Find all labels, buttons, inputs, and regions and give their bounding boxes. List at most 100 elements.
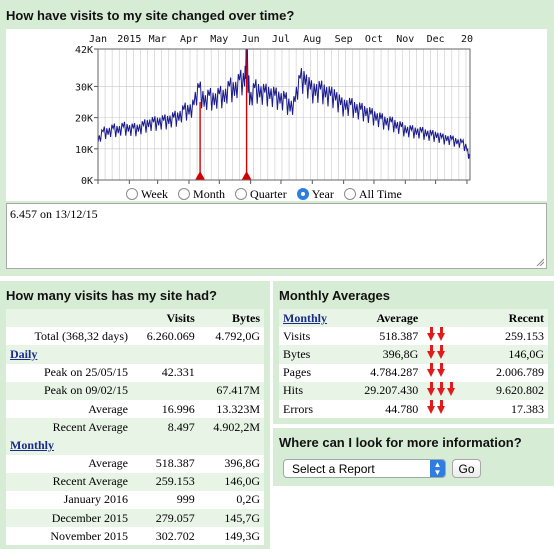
monthly-bytes: 149,3G <box>198 527 264 546</box>
monthly-averages-panel: Monthly Averages Monthly Average Recent … <box>273 281 554 424</box>
visits-chart-panel: How have visits to my site changed over … <box>0 0 554 276</box>
marker-triangle <box>241 171 252 180</box>
radio-circle-icon[interactable] <box>126 188 138 200</box>
period-radio-year[interactable]: Year <box>296 186 334 202</box>
x-tick-label: Jul <box>272 34 290 45</box>
period-radio-month[interactable]: Month <box>178 187 225 202</box>
table-row: Peak on 09/02/15 67.417M <box>6 381 264 400</box>
visits-table-panel: How many visits has my site had? Visits … <box>0 281 270 549</box>
monthly-label: Average <box>6 454 132 473</box>
x-tick-label: May <box>210 34 228 45</box>
visits-chart-title: How have visits to my site changed over … <box>6 8 295 23</box>
red-down-arrow-icon <box>437 345 446 360</box>
red-down-arrow-icon <box>427 399 436 414</box>
go-button[interactable]: Go <box>452 459 481 478</box>
x-tick-label: Dec <box>427 34 445 45</box>
y-tick-label: 30K <box>75 82 93 93</box>
visits-table-title: How many visits has my site had? <box>6 288 217 303</box>
radio-circle-icon[interactable] <box>178 188 191 200</box>
daily-visits <box>132 381 199 400</box>
monthly-bytes: 146,0G <box>198 472 264 491</box>
x-tick-label: 2015 <box>117 34 141 45</box>
ma-average: 518.387 <box>345 327 423 346</box>
monthly-visits: 259.153 <box>132 472 199 491</box>
monthly-bytes: 145,7G <box>198 509 264 528</box>
daily-bytes: 67.417M <box>198 381 264 400</box>
select-chevron-icon[interactable]: ▲ ▼ <box>430 460 445 477</box>
daily-rows: Peak on 25/05/15 42.331 Peak on 09/02/15 67… <box>6 363 264 437</box>
red-down-arrow-icon <box>427 381 436 396</box>
trend-cell <box>422 381 479 400</box>
plot-frame <box>97 48 471 181</box>
monthly-visits: 302.702 <box>132 527 199 546</box>
x-tick-label: Jun <box>242 34 260 45</box>
monthly-section-row: Monthly <box>6 436 264 455</box>
period-radio-quarter[interactable]: Quarter <box>235 187 287 202</box>
resize-grip-icon[interactable] <box>536 258 544 266</box>
x-tick-label: 20 <box>461 34 473 45</box>
red-down-arrow-icon <box>437 399 446 414</box>
ma-label: Bytes <box>279 345 345 364</box>
period-radio-group: Week Month Quarter Year All Time <box>126 186 412 202</box>
ma-label: Pages <box>279 363 345 382</box>
col-recent-header: Recent <box>478 309 548 328</box>
ma-label: Visits <box>279 327 345 346</box>
report-select[interactable]: Select a Report <box>283 459 446 478</box>
period-radio-label: Week <box>141 186 169 201</box>
col-visits-header: Visits <box>132 309 199 328</box>
monthly-visits: 999 <box>132 490 199 510</box>
period-radio-all-time[interactable]: All Time <box>343 186 402 202</box>
visits-series-line <box>97 48 471 160</box>
x-tick-label: Oct <box>365 34 383 45</box>
table-row: November 2015 302.702 149,3G <box>6 527 264 546</box>
ma-recent: 146,0G <box>478 345 548 364</box>
ma-average: 396,8G <box>345 345 423 364</box>
monthly-averages-table: Monthly Average Recent Visits 518.387 259.… <box>279 309 548 419</box>
monthly-averages-title: Monthly Averages <box>279 288 391 303</box>
table-row: Hits 29.207.430 9.620.802 <box>279 381 548 400</box>
monthly-bytes: 396,8G <box>198 454 264 473</box>
red-down-arrow-icon <box>437 381 446 396</box>
table-row: Recent Average 259.153 146,0G <box>6 472 264 491</box>
table-row: Recent Average 8.497 4.902,2M <box>6 418 264 437</box>
period-radio-week[interactable]: Week <box>126 187 168 202</box>
trend-cell <box>422 363 479 382</box>
ma-recent: 9.620.802 <box>478 381 548 400</box>
monthly-label: November 2015 <box>6 527 132 546</box>
y-tick-label: 42K <box>75 45 93 56</box>
monthly-rows: Average 518.387 396,8G Recent Average 259.15… <box>6 454 264 546</box>
daily-label: Recent Average <box>6 418 132 437</box>
x-tick-label: Mar <box>149 34 167 45</box>
period-radio-label: All Time <box>358 186 402 201</box>
ma-average: 29.207.430 <box>345 381 423 400</box>
table-row: December 2015 279.057 145,7G <box>6 509 264 528</box>
period-radio-label: Quarter <box>250 186 287 201</box>
monthly-label: Recent Average <box>6 472 132 491</box>
ma-recent: 259.153 <box>478 327 548 346</box>
monthly-section-link[interactable]: Monthly <box>10 437 55 452</box>
monthly-header-link[interactable]: Monthly <box>283 310 328 325</box>
radio-circle-icon[interactable] <box>343 188 356 200</box>
chart-info-textarea[interactable]: 6.457 on 13/12/15 <box>6 203 547 269</box>
daily-visits: 16.996 <box>132 399 199 419</box>
daily-section-row: Daily <box>6 345 264 364</box>
monthly-label: January 2016 <box>6 490 132 510</box>
daily-section-link[interactable]: Daily <box>10 346 38 361</box>
radio-circle-icon[interactable] <box>296 188 309 200</box>
daily-bytes <box>198 363 264 382</box>
radio-circle-icon[interactable] <box>235 188 248 200</box>
table-row: Average 518.387 396,8G <box>6 454 264 473</box>
monthly-label: December 2015 <box>6 509 132 528</box>
total-label: Total (368,32 days) <box>6 327 132 346</box>
daily-label: Peak on 25/05/15 <box>6 363 132 382</box>
monthly-averages-header: Monthly Average Recent <box>279 309 548 328</box>
table-row: Peak on 25/05/15 42.331 <box>6 363 264 382</box>
monthly-averages-rows: Visits 518.387 259.153 Bytes 396,8G 146,0G Pag… <box>279 327 548 419</box>
marker-triangle <box>195 171 206 180</box>
daily-visits: 42.331 <box>132 363 199 382</box>
ma-recent: 17.383 <box>478 399 548 419</box>
monthly-visits: 518.387 <box>132 454 199 473</box>
trend-cell <box>422 327 479 346</box>
period-radio-label: Year <box>311 186 334 201</box>
